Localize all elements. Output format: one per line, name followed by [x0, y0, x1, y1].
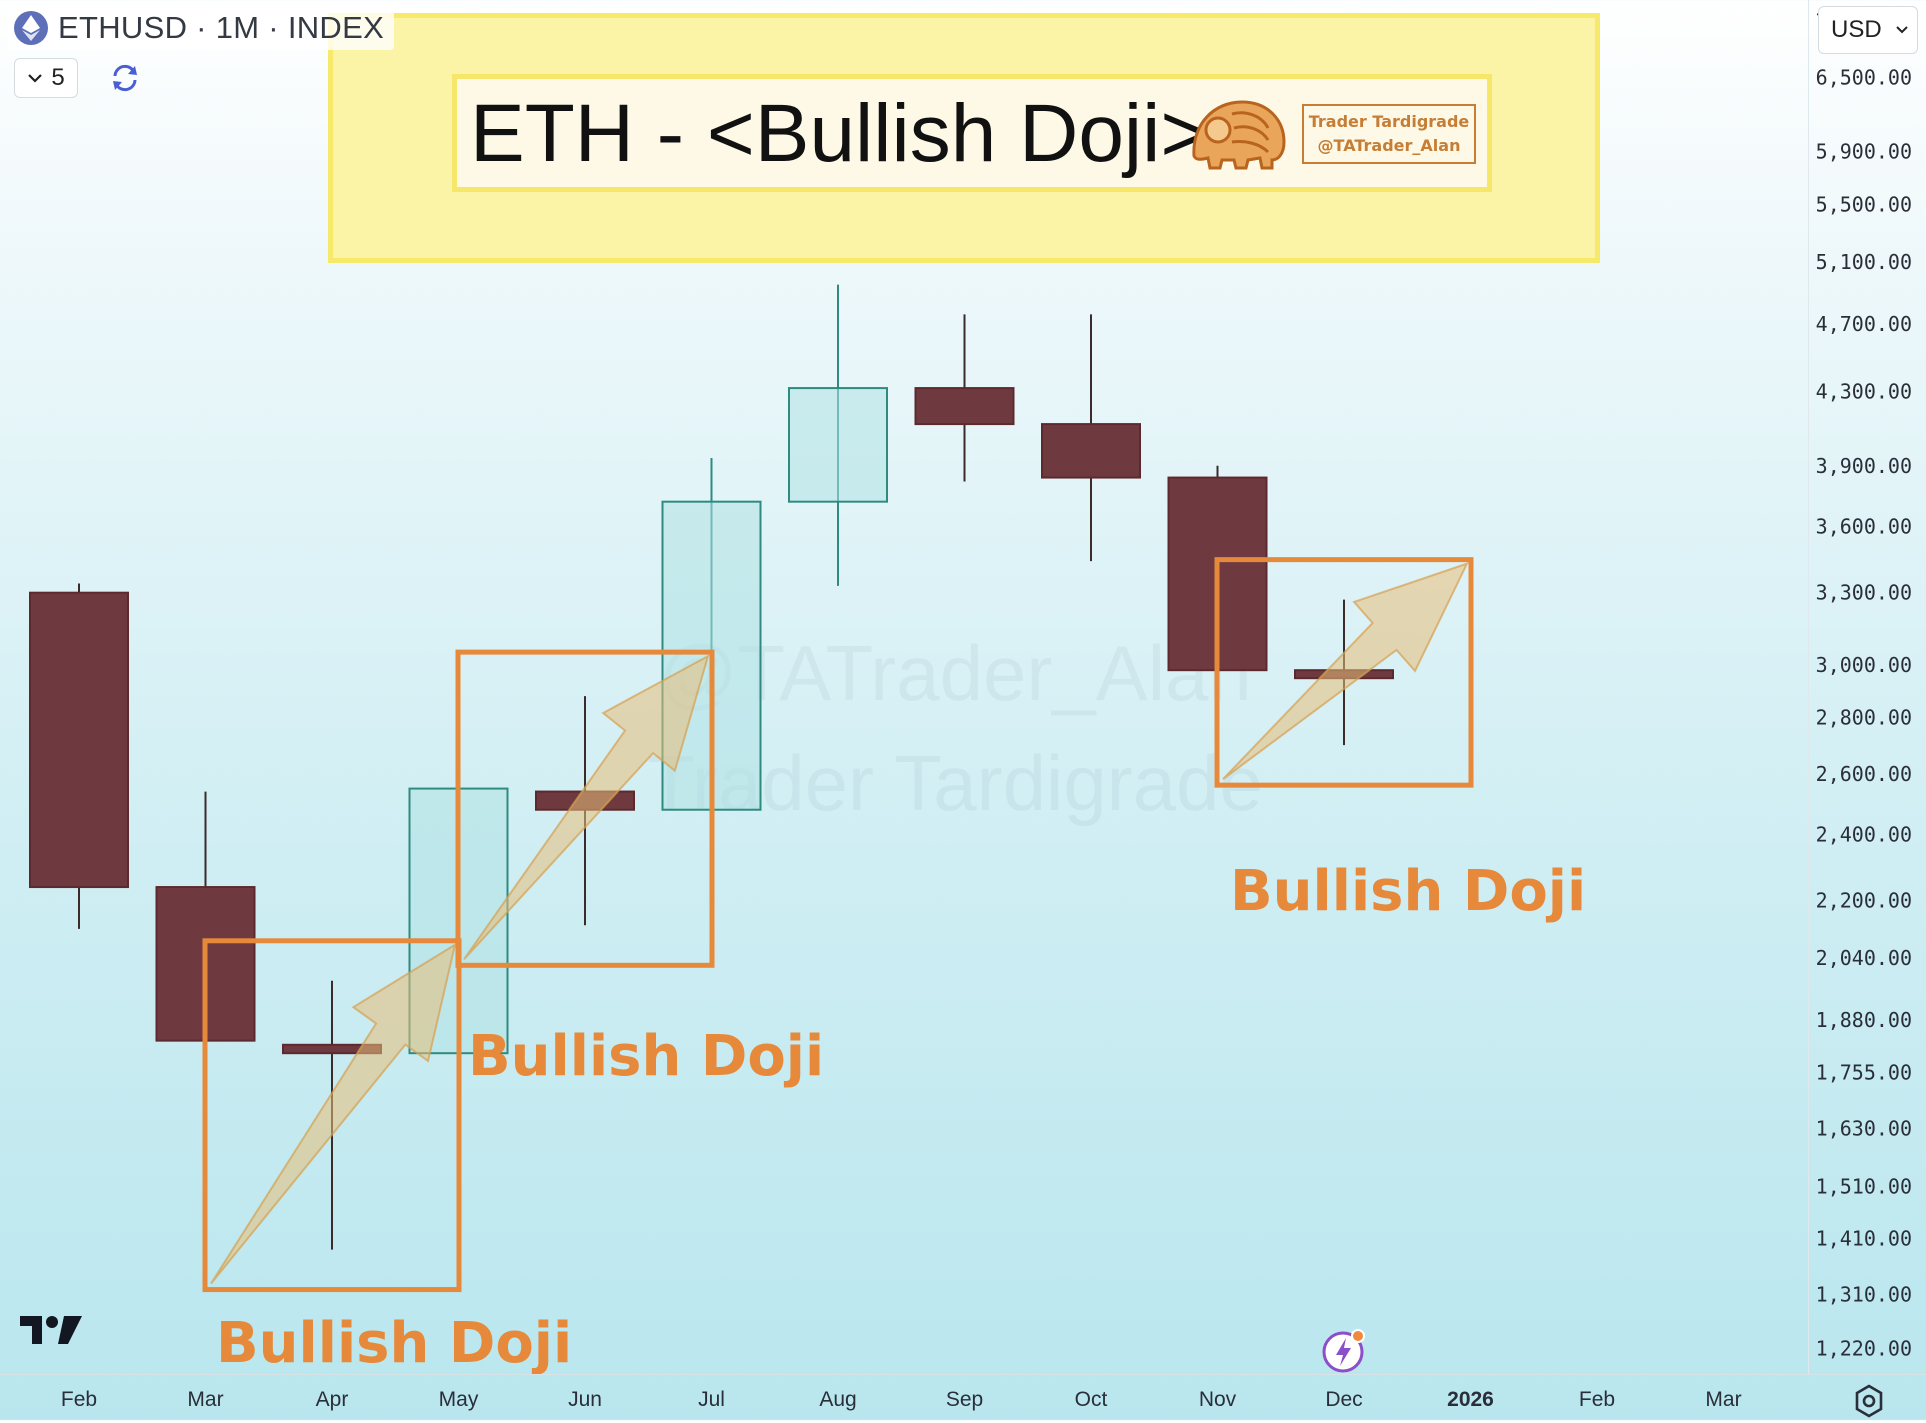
- x-tick-label: Apr: [316, 1388, 349, 1411]
- y-tick-label: 1,880.00: [1816, 1008, 1912, 1032]
- y-tick-label: 1,755.00: [1816, 1060, 1912, 1084]
- trend-arrow: [1222, 561, 1469, 780]
- y-tick-label: 2,400.00: [1816, 823, 1912, 847]
- credit-handle: @TATrader_Alan: [1317, 136, 1461, 155]
- time-axis-divider: [0, 1374, 1926, 1375]
- y-tick-label: 3,300.00: [1816, 581, 1912, 605]
- bullish-doji-label: Bullish Doji: [216, 1311, 572, 1376]
- x-tick-label: Sep: [946, 1388, 983, 1411]
- chevron-down-icon: [1896, 26, 1908, 34]
- doji-highlight-box: [202, 938, 462, 1293]
- y-tick-label: 1,220.00: [1816, 1337, 1912, 1361]
- chevron-down-icon: [28, 74, 43, 83]
- y-tick-label: 2,600.00: [1816, 762, 1912, 786]
- interval-value: 5: [51, 64, 65, 91]
- x-tick-label: May: [439, 1388, 479, 1411]
- tardigrade-logo: [1188, 94, 1288, 177]
- y-tick-label: 1,630.00: [1816, 1117, 1912, 1141]
- doji-highlight-box: [455, 649, 715, 968]
- x-tick-label: Nov: [1199, 1388, 1237, 1411]
- y-tick-label: 3,600.00: [1816, 515, 1912, 539]
- bearish-candle: [914, 387, 1015, 426]
- x-tick-label: Jul: [698, 1388, 725, 1411]
- trend-arrow: [210, 942, 457, 1285]
- symbol-label: ETHUSD · 1M · INDEX: [58, 10, 385, 45]
- x-tick-label: Feb: [61, 1388, 97, 1411]
- settings-icon[interactable]: [1852, 1384, 1886, 1423]
- y-tick-label: 6,500.00: [1816, 66, 1912, 90]
- y-tick-label: 4,300.00: [1816, 380, 1912, 404]
- x-tick-label: Dec: [1325, 1388, 1362, 1411]
- y-tick-label: 5,100.00: [1816, 250, 1912, 274]
- y-tick-label: 2,040.00: [1816, 946, 1912, 970]
- banner-title: ETH - <Bullish Doji>: [470, 88, 1209, 179]
- credit-name: Trader Tardigrade: [1308, 112, 1470, 131]
- refresh-icon[interactable]: [108, 61, 142, 95]
- y-tick-label: 3,900.00: [1816, 454, 1912, 478]
- y-tick-label: 5,500.00: [1816, 193, 1912, 217]
- bullish-doji-label: Bullish Doji: [1230, 859, 1586, 924]
- price-axis-divider: [1808, 0, 1809, 1374]
- symbol-bar[interactable]: ETHUSD · 1M · INDEX: [8, 6, 395, 50]
- bearish-candle: [1041, 423, 1141, 479]
- x-tick-label: Feb: [1579, 1388, 1615, 1411]
- bullish-candle: [788, 387, 888, 503]
- credit-box: Trader Tardigrade @TATrader_Alan: [1302, 104, 1476, 164]
- lightning-icon[interactable]: [1322, 1328, 1368, 1379]
- trend-arrow: [463, 654, 710, 960]
- ethereum-icon: [14, 11, 48, 45]
- x-tick-label: Oct: [1075, 1388, 1108, 1411]
- currency-selector[interactable]: USD: [1818, 6, 1918, 54]
- title-banner-inner: [452, 74, 1492, 192]
- tradingview-logo-icon[interactable]: [20, 1312, 84, 1353]
- y-tick-label: 2,200.00: [1816, 889, 1912, 913]
- y-tick-label: 1,310.00: [1816, 1283, 1912, 1307]
- x-tick-label: Mar: [1705, 1388, 1741, 1411]
- chart-controls: 5: [14, 58, 142, 98]
- x-tick-label: 2026: [1447, 1388, 1494, 1411]
- y-tick-label: 3,000.00: [1816, 653, 1912, 677]
- x-tick-label: Jun: [568, 1388, 602, 1411]
- y-tick-label: 2,800.00: [1816, 706, 1912, 730]
- currency-label: USD: [1831, 16, 1882, 43]
- x-tick-label: Mar: [187, 1388, 223, 1411]
- bearish-candle: [29, 591, 129, 889]
- y-tick-label: 1,510.00: [1816, 1175, 1912, 1199]
- x-tick-label: Aug: [819, 1388, 856, 1411]
- y-tick-label: 1,410.00: [1816, 1227, 1912, 1251]
- doji-highlight-box: [1214, 557, 1474, 788]
- y-tick-label: 4,700.00: [1816, 312, 1912, 336]
- interval-selector[interactable]: 5: [14, 58, 78, 98]
- bullish-doji-label: Bullish Doji: [468, 1024, 824, 1089]
- y-tick-label: 5,900.00: [1816, 139, 1912, 163]
